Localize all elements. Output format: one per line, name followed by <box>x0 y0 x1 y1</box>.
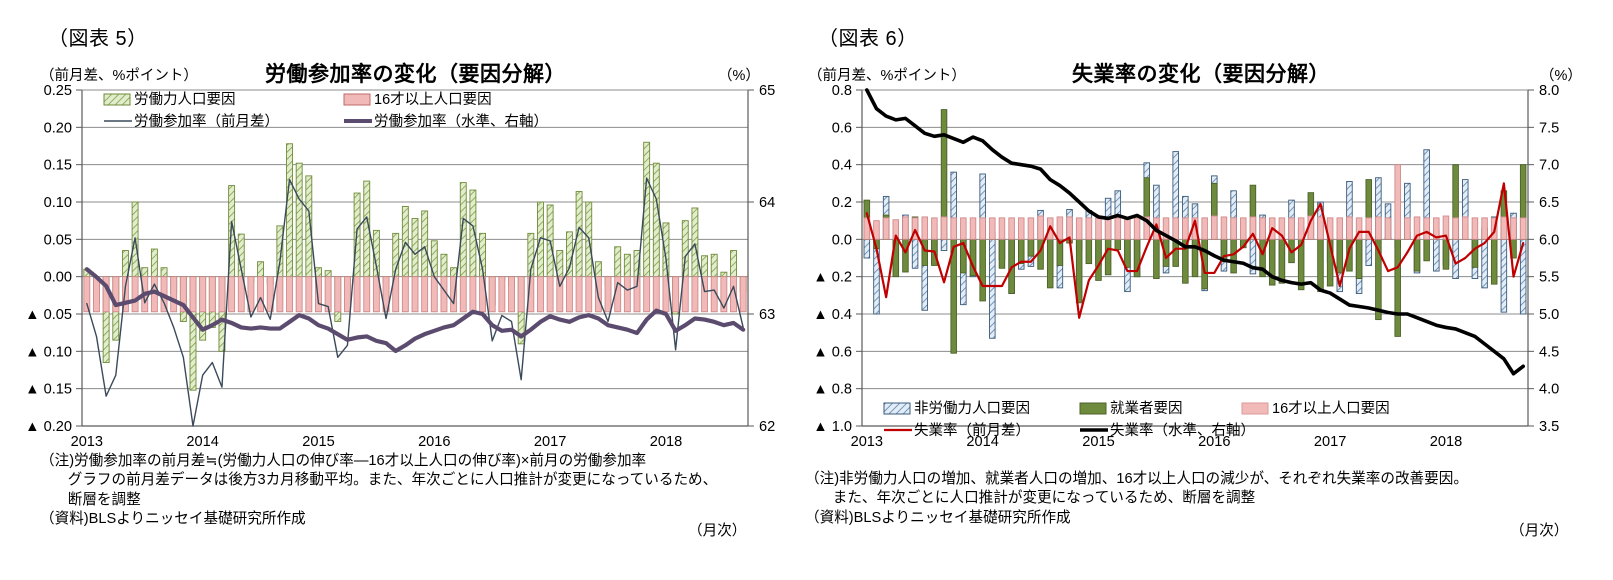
svg-text:0.15: 0.15 <box>44 158 72 174</box>
svg-text:63: 63 <box>759 307 775 323</box>
svg-text:4.5: 4.5 <box>1539 344 1559 360</box>
svg-text:5.5: 5.5 <box>1539 270 1559 286</box>
svg-text:▲ 0.20: ▲ 0.20 <box>25 419 72 435</box>
svg-text:0.25: 0.25 <box>44 83 72 99</box>
notes-left: （注)労働参加率の前月差≒(労働力人口の伸び率—16才以上人口の伸び率)×前月の… <box>40 452 717 529</box>
figure-number-right: （図表 6） <box>818 28 918 50</box>
note-line-1: （注)労働参加率の前月差≒(労働力人口の伸び率—16才以上人口の伸び率)×前月の… <box>40 453 647 469</box>
unit-label-right-axis-left: （%） <box>718 68 760 84</box>
svg-text:労働参加率（前月差）: 労働参加率（前月差） <box>134 113 279 130</box>
svg-text:▲ 0.05: ▲ 0.05 <box>25 307 72 323</box>
svg-text:▲ 0.10: ▲ 0.10 <box>25 344 72 360</box>
svg-text:2018: 2018 <box>1430 434 1462 450</box>
notes-right: （注)非労働力人口の増加、就業者人口の増加、16才以上人口の減少が、それぞれ失業… <box>805 470 1468 528</box>
note-line-4: （資料)BLSよりニッセイ基礎研究所作成 <box>40 510 306 527</box>
svg-text:2018: 2018 <box>650 434 682 450</box>
svg-text:7.0: 7.0 <box>1539 158 1559 174</box>
svg-text:非労働力人口要因: 非労働力人口要因 <box>914 400 1030 417</box>
svg-text:▲ 0.15: ▲ 0.15 <box>25 382 72 398</box>
svg-text:2015: 2015 <box>1082 434 1114 450</box>
svg-text:0.00: 0.00 <box>44 270 72 286</box>
svg-text:62: 62 <box>759 419 775 435</box>
frequency-label-right: （月次） <box>1510 523 1569 539</box>
svg-text:0.2: 0.2 <box>832 195 852 211</box>
svg-text:65: 65 <box>759 83 775 99</box>
svg-text:0.4: 0.4 <box>832 158 852 174</box>
svg-text:64: 64 <box>759 195 775 211</box>
svg-text:失業率（水準、右軸）: 失業率（水準、右軸） <box>1110 422 1255 439</box>
svg-text:▲ 0.2: ▲ 0.2 <box>813 270 852 286</box>
note-line-2: グラフの前月差データは後方3カ月移動平均。また、年次ごとに人口推計が変更になって… <box>67 472 718 489</box>
chart-title-right: 失業率の変化（要因分解） <box>1072 63 1330 86</box>
svg-text:2017: 2017 <box>534 434 566 450</box>
svg-text:0.05: 0.05 <box>44 232 72 248</box>
svg-text:労働参加率（水準、右軸）: 労働参加率（水準、右軸） <box>374 113 548 130</box>
svg-text:4.0: 4.0 <box>1539 382 1559 398</box>
svg-text:16才以上人口要因: 16才以上人口要因 <box>374 91 492 108</box>
unit-label-right-axis-right: （%） <box>1540 68 1582 84</box>
svg-text:2014: 2014 <box>186 434 218 450</box>
svg-text:2016: 2016 <box>1198 434 1230 450</box>
svg-text:0.10: 0.10 <box>44 195 72 211</box>
chart-canvas-unemployment-rate: 0.8 0.6 0.4 0.2 0.0 ▲ 0.2 ▲ 0.4 ▲ 0.6 ▲ 0.8 ▲ 1.0… <box>813 83 1559 450</box>
svg-text:0.6: 0.6 <box>832 120 852 136</box>
note-line-3: （資料)BLSよりニッセイ基礎研究所作成 <box>805 509 1071 526</box>
note-line-1: （注)非労働力人口の増加、就業者人口の増加、16才以上人口の減少が、それぞれ失業… <box>805 471 1468 487</box>
svg-text:0.8: 0.8 <box>832 83 852 99</box>
panel-figure-6: （図表 6） （前月差、%ポイント） （%） 失業率の変化（要因分解） 0.8 0… <box>800 0 1613 580</box>
chart-canvas-labor-participation: 0.25 0.20 0.15 0.10 0.05 0.00 ▲ 0.05 ▲ 0.10 ▲ 0.… <box>25 83 775 450</box>
svg-text:2016: 2016 <box>418 434 450 450</box>
svg-text:▲ 1.0: ▲ 1.0 <box>813 419 852 435</box>
note-line-2: また、年次ごとに人口推計が変更になっているため、断層を調整 <box>832 490 1256 507</box>
svg-text:0.20: 0.20 <box>44 120 72 136</box>
panel-figure-5: （図表 5） （前月差、%ポイント） （%） 労働参加率の変化（要因分解） 0.… <box>0 0 800 580</box>
svg-text:6.5: 6.5 <box>1539 195 1559 211</box>
svg-text:16才以上人口要因: 16才以上人口要因 <box>1272 400 1390 417</box>
chart-title-left: 労働参加率の変化（要因分解） <box>265 63 566 86</box>
svg-text:6.0: 6.0 <box>1539 232 1559 248</box>
svg-text:2015: 2015 <box>302 434 334 450</box>
unit-label-left-axis-right: （前月差、%ポイント） <box>808 68 966 84</box>
note-line-3: 断層を調整 <box>67 491 141 508</box>
svg-text:▲ 0.4: ▲ 0.4 <box>813 307 852 323</box>
figure-number-left: （図表 5） <box>48 28 148 50</box>
svg-text:2014: 2014 <box>966 434 998 450</box>
svg-text:就業者要因: 就業者要因 <box>1110 400 1183 417</box>
svg-text:2017: 2017 <box>1314 434 1346 450</box>
svg-text:7.5: 7.5 <box>1539 120 1559 136</box>
svg-text:▲ 0.8: ▲ 0.8 <box>813 382 852 398</box>
svg-text:0.0: 0.0 <box>832 232 852 248</box>
svg-text:3.5: 3.5 <box>1539 419 1559 435</box>
frequency-label-left: （月次） <box>688 523 747 539</box>
svg-text:失業率（前月差）: 失業率（前月差） <box>914 422 1030 439</box>
svg-text:2013: 2013 <box>851 434 883 450</box>
svg-text:▲ 0.6: ▲ 0.6 <box>813 344 852 360</box>
svg-text:5.0: 5.0 <box>1539 307 1559 323</box>
svg-text:8.0: 8.0 <box>1539 83 1559 99</box>
unit-label-left-axis-left: （前月差、%ポイント） <box>40 68 198 84</box>
svg-text:労働力人口要因: 労働力人口要因 <box>134 91 236 108</box>
svg-text:2013: 2013 <box>71 434 103 450</box>
